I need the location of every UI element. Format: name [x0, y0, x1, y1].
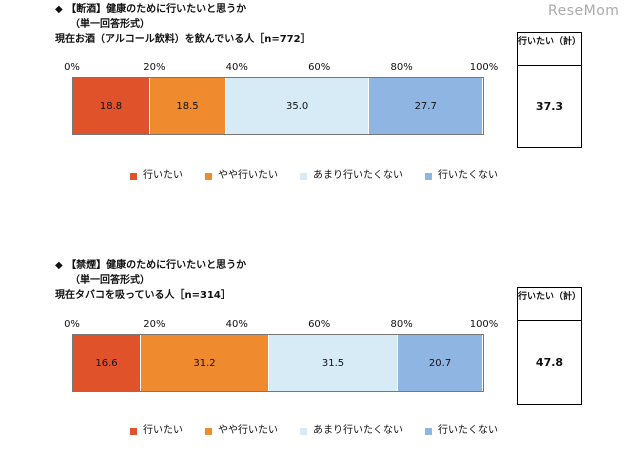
legend-item: 行いたい	[130, 170, 183, 182]
legend: 行いたい やや行いたい あまり行いたくない 行いたくない	[130, 425, 520, 437]
tick-label: 100%	[469, 319, 499, 330]
legend-label: やや行いたい	[218, 170, 278, 181]
tick-label: 0%	[64, 62, 80, 73]
total-value: 47.8	[535, 355, 564, 369]
legend-item: あまり行いたくない	[300, 170, 403, 182]
legend-swatch	[300, 427, 307, 435]
seg-want: 16.6	[73, 335, 142, 391]
legend-label: あまり行いたくない	[313, 425, 403, 436]
tick-label: 80%	[390, 62, 413, 73]
total-header: 行いたい（計）	[518, 288, 581, 321]
legend-label: あまり行いたくない	[313, 170, 403, 181]
legend-item: 行いたくない	[425, 425, 498, 437]
chart-title: ◆ 【断酒】健康のために行いたいと思うか	[55, 4, 247, 15]
seg-not-much: 31.5	[268, 335, 399, 391]
legend-swatch	[425, 427, 432, 435]
total-box: 行いたい（計） 37.3	[517, 32, 582, 148]
total-header: 行いたい（計）	[518, 33, 581, 66]
legend-swatch	[425, 172, 432, 180]
tick-label: 60%	[308, 319, 331, 330]
tick-label: 20%	[143, 319, 166, 330]
logo: ReseMom	[548, 3, 620, 19]
legend-swatch	[130, 172, 137, 180]
chart-subtitle: （単一回答形式）	[70, 275, 150, 286]
legend-item: やや行いたい	[205, 170, 278, 182]
legend-swatch	[130, 427, 137, 435]
total-value: 37.3	[535, 99, 564, 113]
legend: 行いたい やや行いたい あまり行いたくない 行いたくない	[130, 170, 520, 182]
legend-label: やや行いたい	[218, 425, 278, 436]
tick-label: 60%	[308, 62, 331, 73]
legend-label: 行いたくない	[438, 170, 498, 181]
legend-swatch	[300, 172, 307, 180]
seg-not-want: 20.7	[398, 335, 483, 391]
tick-label: 80%	[390, 319, 413, 330]
total-box: 行いたい（計） 47.8	[517, 287, 582, 405]
legend-item: 行いたい	[130, 425, 183, 437]
legend-label: 行いたい	[143, 170, 183, 181]
tick-label: 100%	[469, 62, 499, 73]
tick-label: 0%	[64, 319, 80, 330]
group-label: 現在お酒（アルコール飲料）を飲んでいる人［n=772］	[55, 34, 311, 45]
legend-item: あまり行いたくない	[300, 425, 403, 437]
legend-item: やや行いたい	[205, 425, 278, 437]
chart-subtitle: （単一回答形式）	[70, 19, 150, 30]
group-label: 現在タバコを吸っている人［n=314］	[55, 290, 231, 301]
legend-swatch	[205, 172, 212, 180]
seg-somewhat-want: 18.5	[150, 78, 226, 134]
chart-title: ◆ 【禁煙】健康のために行いたいと思うか	[55, 260, 247, 271]
seg-not-want: 27.7	[369, 78, 483, 134]
seg-not-much: 35.0	[225, 78, 370, 134]
tick-label: 20%	[143, 62, 166, 73]
stacked-bar: 16.6 31.2 31.5 20.7	[72, 334, 484, 392]
stacked-bar: 18.8 18.5 35.0 27.7	[72, 77, 484, 135]
legend-label: 行いたい	[143, 425, 183, 436]
seg-somewhat-want: 31.2	[141, 335, 269, 391]
seg-want: 18.8	[73, 78, 151, 134]
legend-label: 行いたくない	[438, 425, 498, 436]
legend-item: 行いたくない	[425, 170, 498, 182]
tick-label: 40%	[225, 319, 248, 330]
tick-label: 40%	[225, 62, 248, 73]
legend-swatch	[205, 427, 212, 435]
